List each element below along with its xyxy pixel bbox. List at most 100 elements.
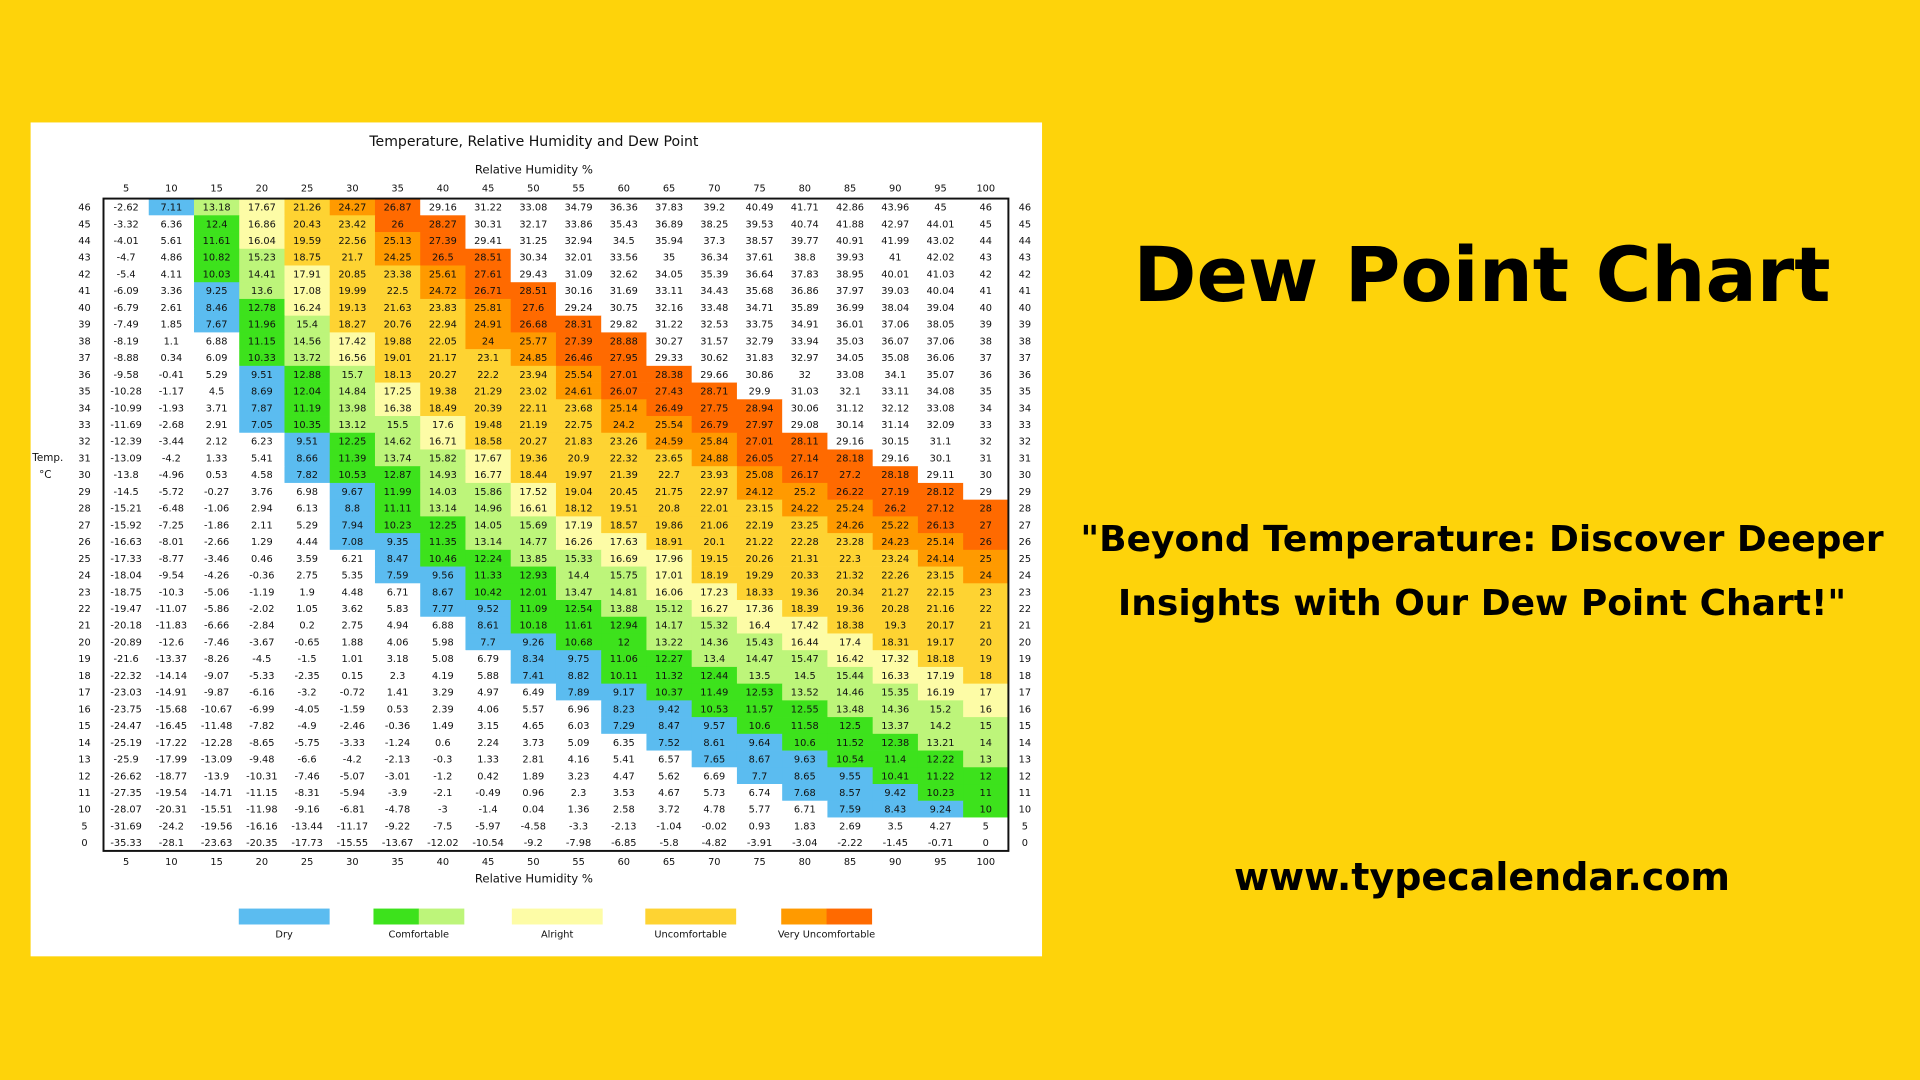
row-label: 34 bbox=[78, 403, 90, 414]
heat-cell bbox=[827, 198, 874, 216]
heat-cell bbox=[374, 566, 421, 584]
legend-swatch bbox=[511, 908, 603, 925]
heat-cell bbox=[329, 516, 376, 534]
heat-cell bbox=[148, 315, 195, 333]
cell-value: -0.36 bbox=[249, 571, 274, 582]
heat-cell bbox=[646, 633, 693, 651]
heat-cell bbox=[917, 248, 964, 266]
cell-value: 31.69 bbox=[610, 286, 638, 297]
cell-value: -6.85 bbox=[611, 838, 636, 849]
heat-cell bbox=[827, 298, 874, 317]
heat-cell bbox=[284, 600, 331, 618]
cell-value: -4.96 bbox=[159, 470, 184, 481]
cell-value: 26 bbox=[980, 537, 992, 548]
cell-value: -14.14 bbox=[156, 671, 188, 682]
heat-cell bbox=[193, 198, 240, 216]
heat-cell bbox=[782, 198, 828, 216]
cell-value: 32.09 bbox=[927, 420, 955, 431]
cell-value: 19.04 bbox=[565, 487, 593, 498]
heat-cell bbox=[329, 399, 376, 417]
heat-cell bbox=[736, 349, 783, 367]
cell-value: 24.26 bbox=[836, 520, 864, 531]
cell-value: 1.36 bbox=[568, 805, 590, 816]
cell-value: 17.91 bbox=[293, 269, 321, 280]
cell-value: 37.61 bbox=[746, 253, 774, 264]
cell-value: -0.3 bbox=[433, 755, 452, 766]
heat-cell bbox=[872, 650, 919, 668]
cell-value: 23.94 bbox=[519, 370, 547, 381]
cell-value: -17.99 bbox=[156, 755, 188, 766]
heat-cell bbox=[193, 466, 240, 484]
cell-value: 30.06 bbox=[791, 403, 819, 414]
cell-value: 15.82 bbox=[429, 453, 457, 464]
heat-cell bbox=[827, 800, 874, 818]
heat-cell bbox=[510, 282, 557, 300]
cell-value: -15.92 bbox=[110, 520, 142, 531]
row-label: 45 bbox=[78, 219, 90, 230]
legend-swatch bbox=[418, 908, 465, 925]
heat-cell bbox=[963, 315, 1009, 333]
heat-cell bbox=[646, 432, 693, 450]
heat-cell bbox=[148, 633, 195, 651]
row-label: 43 bbox=[1019, 253, 1031, 264]
cell-value: -7.46 bbox=[204, 637, 229, 648]
heat-cell bbox=[555, 282, 602, 300]
heat-cell bbox=[782, 315, 828, 333]
heat-cell bbox=[601, 416, 647, 434]
cell-value: 36.99 bbox=[836, 303, 864, 314]
cell-value: 42.97 bbox=[881, 219, 909, 230]
cell-value: 24.59 bbox=[655, 437, 683, 448]
cell-value: 29.82 bbox=[610, 320, 638, 331]
heat-cell bbox=[284, 449, 331, 467]
heat-cell bbox=[736, 215, 783, 233]
heat-cell bbox=[963, 232, 1009, 250]
cell-value: 17.67 bbox=[474, 453, 502, 464]
heat-cell bbox=[420, 365, 466, 383]
cell-value: -6.99 bbox=[249, 704, 274, 715]
cell-value: -1.17 bbox=[159, 387, 184, 398]
cell-value: 26.46 bbox=[565, 353, 593, 364]
cell-value: 26.68 bbox=[519, 320, 547, 331]
cell-value: 17.96 bbox=[655, 554, 683, 565]
cell-value: 25.77 bbox=[519, 336, 547, 347]
cell-value: 21.29 bbox=[474, 387, 502, 398]
website-url: www.typecalendar.com bbox=[1233, 855, 1731, 899]
cell-value: 39.03 bbox=[881, 286, 909, 297]
cell-value: 15.12 bbox=[655, 604, 683, 615]
cell-value: 33.86 bbox=[565, 219, 593, 230]
cell-value: 8.65 bbox=[794, 771, 816, 782]
cell-value: 22.5 bbox=[387, 286, 409, 297]
heat-cell bbox=[193, 800, 240, 818]
heat-cell bbox=[691, 834, 738, 852]
cell-value: -1.59 bbox=[340, 704, 365, 715]
heat-cell bbox=[284, 198, 331, 216]
heat-cell bbox=[510, 633, 557, 651]
cell-value: 31.22 bbox=[655, 320, 683, 331]
heat-cell bbox=[465, 750, 512, 768]
cell-value: -4.7 bbox=[117, 253, 136, 264]
row-label: 13 bbox=[1019, 755, 1031, 766]
cell-value: 26.2 bbox=[884, 504, 906, 515]
cell-value: 10.68 bbox=[565, 637, 593, 648]
heat-cell bbox=[736, 516, 783, 534]
cell-value: 23.28 bbox=[836, 537, 864, 548]
cell-value: 33.56 bbox=[610, 253, 638, 264]
cell-value: 15.5 bbox=[387, 420, 409, 431]
cell-value: -6.81 bbox=[340, 805, 365, 816]
cell-value: 44.01 bbox=[927, 219, 955, 230]
heat-cell bbox=[510, 767, 557, 785]
cell-value: -21.6 bbox=[113, 654, 138, 665]
cell-value: 28.38 bbox=[655, 370, 683, 381]
heat-cell bbox=[963, 533, 1009, 551]
cell-value: 36.06 bbox=[927, 353, 955, 364]
cell-value: 28.12 bbox=[927, 487, 955, 498]
row-label: 40 bbox=[1019, 303, 1031, 314]
cell-value: 25.2 bbox=[794, 487, 816, 498]
heat-cell bbox=[963, 717, 1009, 735]
cell-value: 26.87 bbox=[384, 203, 412, 214]
heat-cell bbox=[736, 750, 783, 768]
heat-cell bbox=[736, 683, 783, 701]
cell-value: 17.25 bbox=[384, 387, 412, 398]
heat-cell bbox=[465, 733, 512, 751]
heat-cell bbox=[963, 282, 1009, 300]
